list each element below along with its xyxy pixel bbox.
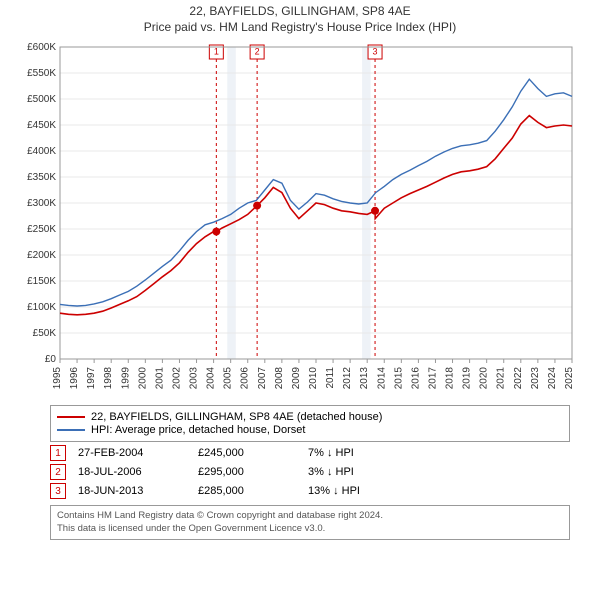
svg-text:1999: 1999 xyxy=(120,367,131,390)
svg-text:2020: 2020 xyxy=(479,367,490,390)
event-date: 18-JUN-2013 xyxy=(78,485,198,497)
svg-text:£400K: £400K xyxy=(27,146,56,157)
event-price: £285,000 xyxy=(198,485,308,497)
svg-text:2022: 2022 xyxy=(513,367,524,390)
svg-text:£350K: £350K xyxy=(27,172,56,183)
svg-text:£250K: £250K xyxy=(27,224,56,235)
svg-text:1995: 1995 xyxy=(52,367,63,390)
title-line1: 22, BAYFIELDS, GILLINGHAM, SP8 4AE xyxy=(0,4,600,20)
event-number-box: 3 xyxy=(50,483,66,499)
svg-text:£450K: £450K xyxy=(27,120,56,131)
event-diff: 3% ↓ HPI xyxy=(308,466,418,478)
svg-text:1997: 1997 xyxy=(86,367,97,390)
svg-text:1998: 1998 xyxy=(103,367,114,390)
svg-text:£600K: £600K xyxy=(27,42,56,53)
svg-text:2006: 2006 xyxy=(240,367,251,390)
events-table: 1 27-FEB-2004£245,0007% ↓ HPI 2 18-JUL-2006… xyxy=(50,445,570,499)
footer-line1: Contains HM Land Registry data © Crown c… xyxy=(57,510,563,522)
legend-swatch xyxy=(57,416,85,418)
footer-line2: This data is licensed under the Open Gov… xyxy=(57,523,563,535)
event-diff: 13% ↓ HPI xyxy=(308,485,418,497)
svg-text:2018: 2018 xyxy=(445,367,456,390)
svg-text:2014: 2014 xyxy=(376,367,387,390)
svg-text:£0: £0 xyxy=(45,354,57,365)
svg-text:£550K: £550K xyxy=(27,68,56,79)
svg-text:2011: 2011 xyxy=(325,367,336,389)
legend-row: HPI: Average price, detached house, Dors… xyxy=(57,424,563,436)
svg-text:1996: 1996 xyxy=(69,367,80,390)
svg-text:2016: 2016 xyxy=(410,367,421,390)
event-row: 1 27-FEB-2004£245,0007% ↓ HPI xyxy=(50,445,570,461)
legend-row: 22, BAYFIELDS, GILLINGHAM, SP8 4AE (deta… xyxy=(57,411,563,423)
event-date: 18-JUL-2006 xyxy=(78,466,198,478)
svg-text:2015: 2015 xyxy=(393,367,404,390)
svg-text:2023: 2023 xyxy=(530,367,541,390)
svg-text:2019: 2019 xyxy=(462,367,473,390)
legend-label: HPI: Average price, detached house, Dors… xyxy=(91,424,305,436)
legend-swatch xyxy=(57,429,85,431)
event-row: 2 18-JUL-2006£295,0003% ↓ HPI xyxy=(50,464,570,480)
svg-text:2008: 2008 xyxy=(274,367,285,390)
event-date: 27-FEB-2004 xyxy=(78,447,198,459)
svg-text:2005: 2005 xyxy=(223,367,234,390)
event-price: £295,000 xyxy=(198,466,308,478)
svg-text:2007: 2007 xyxy=(257,367,268,390)
svg-text:£100K: £100K xyxy=(27,302,56,313)
svg-text:2: 2 xyxy=(255,47,260,57)
svg-text:2013: 2013 xyxy=(359,367,370,390)
svg-text:£300K: £300K xyxy=(27,198,56,209)
legend: 22, BAYFIELDS, GILLINGHAM, SP8 4AE (deta… xyxy=(50,405,570,442)
event-diff: 7% ↓ HPI xyxy=(308,447,418,459)
chart-area: £0 £50K £100K £150K £200K £250K £300K £350K £400… xyxy=(10,41,586,401)
svg-text:2004: 2004 xyxy=(206,367,217,390)
event-number-box: 2 xyxy=(50,464,66,480)
svg-text:2010: 2010 xyxy=(308,367,319,390)
svg-text:2024: 2024 xyxy=(547,367,558,390)
event-number-box: 1 xyxy=(50,445,66,461)
chart-titles: 22, BAYFIELDS, GILLINGHAM, SP8 4AE Price… xyxy=(0,0,600,35)
legend-label: 22, BAYFIELDS, GILLINGHAM, SP8 4AE (deta… xyxy=(91,411,382,423)
event-row: 3 18-JUN-2013£285,00013% ↓ HPI xyxy=(50,483,570,499)
svg-text:2002: 2002 xyxy=(171,367,182,390)
svg-text:2009: 2009 xyxy=(291,367,302,390)
svg-text:£50K: £50K xyxy=(33,328,57,339)
svg-text:1: 1 xyxy=(214,47,219,57)
svg-text:2025: 2025 xyxy=(564,367,575,390)
svg-text:2003: 2003 xyxy=(189,367,200,390)
event-price: £245,000 xyxy=(198,447,308,459)
chart-svg: £0 £50K £100K £150K £200K £250K £300K £350K £400… xyxy=(10,41,586,401)
svg-text:2000: 2000 xyxy=(137,367,148,390)
svg-text:2012: 2012 xyxy=(342,367,353,390)
svg-text:2001: 2001 xyxy=(154,367,165,390)
title-line2: Price paid vs. HM Land Registry's House … xyxy=(0,20,600,36)
svg-text:2021: 2021 xyxy=(496,367,507,390)
svg-text:£500K: £500K xyxy=(27,94,56,105)
svg-text:2017: 2017 xyxy=(427,367,438,390)
footer-note: Contains HM Land Registry data © Crown c… xyxy=(50,505,570,540)
svg-text:£200K: £200K xyxy=(27,250,56,261)
svg-text:£150K: £150K xyxy=(27,276,56,287)
svg-text:3: 3 xyxy=(373,47,378,57)
